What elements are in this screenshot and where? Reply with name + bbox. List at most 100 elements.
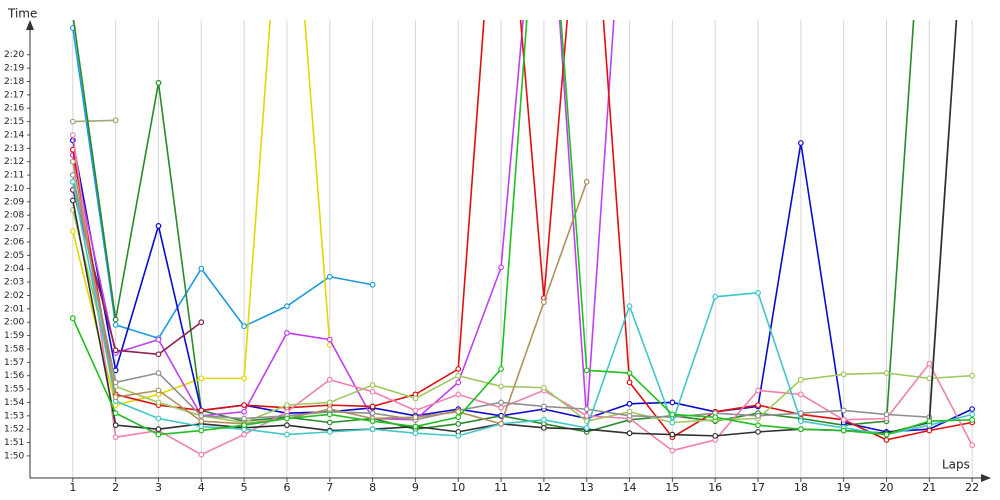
y-tick-label: 2:18 [4, 77, 24, 87]
data-point [326, 273, 333, 280]
data-point [155, 399, 162, 406]
data-point [155, 351, 162, 358]
y-tick-label: 2:02 [4, 291, 24, 301]
data-point [112, 422, 119, 429]
data-point [412, 423, 419, 430]
data-point [455, 432, 462, 439]
data-point [155, 415, 162, 422]
data-point [926, 427, 933, 434]
x-axis-label: Laps [942, 458, 970, 472]
data-point [241, 408, 248, 415]
plot-area [69, 20, 976, 458]
x-tick-label: 19 [837, 481, 851, 494]
x-tick-label: 21 [922, 481, 936, 494]
y-tick-label: 1:58 [4, 344, 24, 354]
data-point [326, 376, 333, 383]
data-point [412, 395, 419, 402]
data-point [69, 197, 76, 204]
y-tick-label: 1:55 [4, 385, 24, 395]
data-point [755, 387, 761, 394]
data-point [669, 399, 676, 406]
y-tick-label: 1:53 [4, 411, 24, 421]
data-point [926, 375, 933, 382]
y-tick-label: 1:51 [4, 438, 24, 448]
data-point [412, 407, 419, 414]
data-point [241, 402, 248, 409]
y-tick-label: 2:17 [4, 90, 24, 100]
series-line [72, 189, 202, 356]
data-point [369, 382, 376, 388]
data-point [541, 416, 547, 423]
series-line [72, 20, 973, 436]
data-point [69, 158, 76, 165]
data-point [669, 447, 676, 454]
data-point [969, 442, 976, 449]
data-point [326, 399, 333, 406]
x-tick-label: 6 [283, 481, 290, 494]
x-tick-label: 2 [112, 481, 119, 494]
y-tick-label: 2:03 [4, 278, 24, 288]
data-point [755, 422, 761, 429]
data-point [455, 420, 462, 427]
data-point [840, 407, 847, 414]
y-tick-label: 1:56 [4, 371, 24, 381]
x-tick-label: 13 [580, 481, 594, 494]
series-line [72, 20, 615, 421]
data-point [883, 436, 890, 443]
x-tick-label: 4 [198, 481, 205, 494]
x-tick-label: 9 [412, 481, 419, 494]
data-point [198, 427, 205, 434]
y-tick-label: 1:54 [4, 398, 24, 408]
data-point [969, 372, 976, 379]
y-tick-label: 1:57 [4, 358, 24, 368]
data-point [969, 406, 976, 413]
x-tick-label: 16 [708, 481, 722, 494]
data-point [112, 410, 119, 417]
data-point [455, 379, 462, 386]
data-point [198, 265, 205, 272]
x-axis-arrow [981, 474, 991, 482]
x-tick-label: 12 [537, 481, 551, 494]
data-point [284, 422, 290, 429]
y-tick-label: 1:50 [4, 451, 24, 461]
data-point [69, 178, 76, 185]
data-point [712, 414, 719, 421]
data-point [455, 414, 462, 421]
series-line [72, 20, 958, 421]
data-point [498, 383, 504, 390]
data-point [883, 431, 890, 438]
data-point [198, 319, 205, 326]
data-point [583, 406, 590, 413]
data-point [112, 434, 119, 441]
data-point [498, 404, 504, 411]
x-tick-label: 1 [69, 481, 76, 494]
data-point [669, 411, 676, 418]
y-tick-label: 2:09 [4, 197, 24, 207]
y-tick-label: 2:07 [4, 224, 24, 234]
data-point [541, 424, 547, 431]
data-point [198, 412, 205, 419]
data-point [626, 430, 633, 437]
y-tick-label: 2:20 [4, 50, 24, 60]
x-tick-label: 8 [369, 481, 376, 494]
data-point [112, 347, 119, 354]
data-point [198, 407, 205, 414]
data-point [926, 360, 933, 367]
x-tick-label: 5 [241, 481, 248, 494]
data-point [241, 431, 248, 438]
y-tick-label: 2:04 [4, 264, 24, 274]
data-point [284, 415, 290, 422]
x-tick-label: 18 [794, 481, 808, 494]
data-point [326, 419, 333, 426]
data-point [626, 379, 633, 386]
data-point [455, 366, 462, 372]
data-point [840, 427, 847, 434]
series-line [72, 134, 973, 456]
data-point [498, 366, 504, 372]
data-point [69, 315, 76, 322]
data-point [69, 118, 76, 125]
data-point [326, 428, 333, 435]
data-point [797, 391, 804, 398]
data-point [112, 117, 119, 124]
